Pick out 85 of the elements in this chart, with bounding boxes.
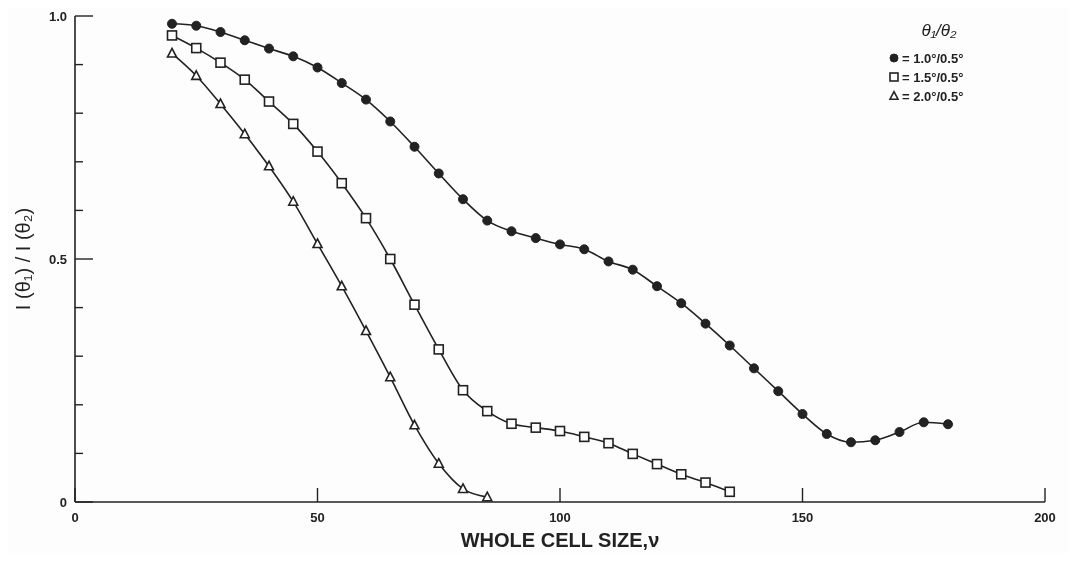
x-tick-label: 150 (791, 510, 814, 525)
point (167, 18, 177, 29)
point (239, 74, 251, 85)
point (481, 491, 493, 502)
point (312, 146, 323, 157)
point (336, 78, 347, 89)
point (773, 386, 784, 397)
x-tick-label: 0 (71, 510, 79, 525)
point (457, 384, 469, 396)
y-tick-label: 0.5 (48, 252, 67, 267)
point (481, 405, 493, 417)
point (264, 43, 274, 54)
point (870, 435, 881, 446)
point (506, 418, 517, 430)
point (336, 280, 348, 291)
point (700, 318, 711, 329)
point (190, 70, 202, 81)
point (166, 47, 178, 58)
point (409, 141, 420, 152)
point (821, 428, 832, 439)
point (433, 344, 445, 355)
point (482, 215, 493, 226)
point (627, 264, 638, 275)
point (627, 448, 639, 460)
point (530, 233, 541, 244)
x-axis-title: WHOLE CELL SIZE,ν (460, 529, 660, 551)
y-tick-label: 1.0 (48, 9, 67, 24)
point (312, 238, 323, 249)
point (894, 427, 905, 438)
point (433, 168, 444, 179)
legend-label: = 1.0°/0.5° (902, 51, 964, 66)
point (288, 51, 299, 62)
point (943, 419, 953, 430)
point (263, 96, 275, 107)
point (239, 128, 251, 139)
y-tick-label: 0 (59, 495, 67, 510)
point (190, 42, 202, 54)
point (239, 35, 250, 46)
point (506, 226, 517, 237)
point (603, 256, 614, 267)
point (384, 371, 396, 382)
point (215, 27, 226, 38)
point (287, 195, 299, 207)
point (215, 98, 226, 109)
point (433, 457, 445, 469)
legend-title: θ₁/θ₂ (921, 21, 958, 40)
legend-label: = 2.0°/0.5° (902, 89, 964, 104)
point (749, 363, 759, 374)
point (215, 57, 226, 68)
point (555, 239, 565, 250)
point (361, 94, 371, 105)
point (457, 483, 469, 494)
point (287, 118, 299, 130)
point (579, 244, 590, 255)
point (846, 437, 856, 448)
y-axis-title: I (θ₁) / I (θ₂) (12, 207, 34, 311)
point (797, 409, 808, 420)
x-tick-label: 50 (310, 510, 325, 525)
point (336, 177, 348, 189)
point (603, 437, 614, 449)
point (651, 458, 663, 470)
legend-label: = 1.5°/0.5° (902, 70, 964, 85)
point (384, 253, 396, 265)
point (554, 425, 566, 437)
x-tick-label: 200 (1034, 510, 1056, 525)
point (409, 419, 420, 430)
point (263, 160, 275, 171)
point (360, 212, 372, 224)
point (312, 62, 323, 73)
point (530, 422, 542, 433)
point (724, 340, 735, 351)
point (385, 116, 396, 127)
point (676, 298, 687, 309)
point (191, 20, 202, 31)
point (700, 477, 711, 488)
point (652, 281, 662, 292)
point (360, 325, 372, 336)
point (675, 469, 687, 480)
x-tick-label: 100 (549, 510, 571, 525)
point (578, 431, 590, 443)
point (458, 194, 468, 205)
point (724, 486, 736, 498)
point (409, 299, 420, 310)
point (918, 417, 929, 428)
point (166, 30, 178, 41)
